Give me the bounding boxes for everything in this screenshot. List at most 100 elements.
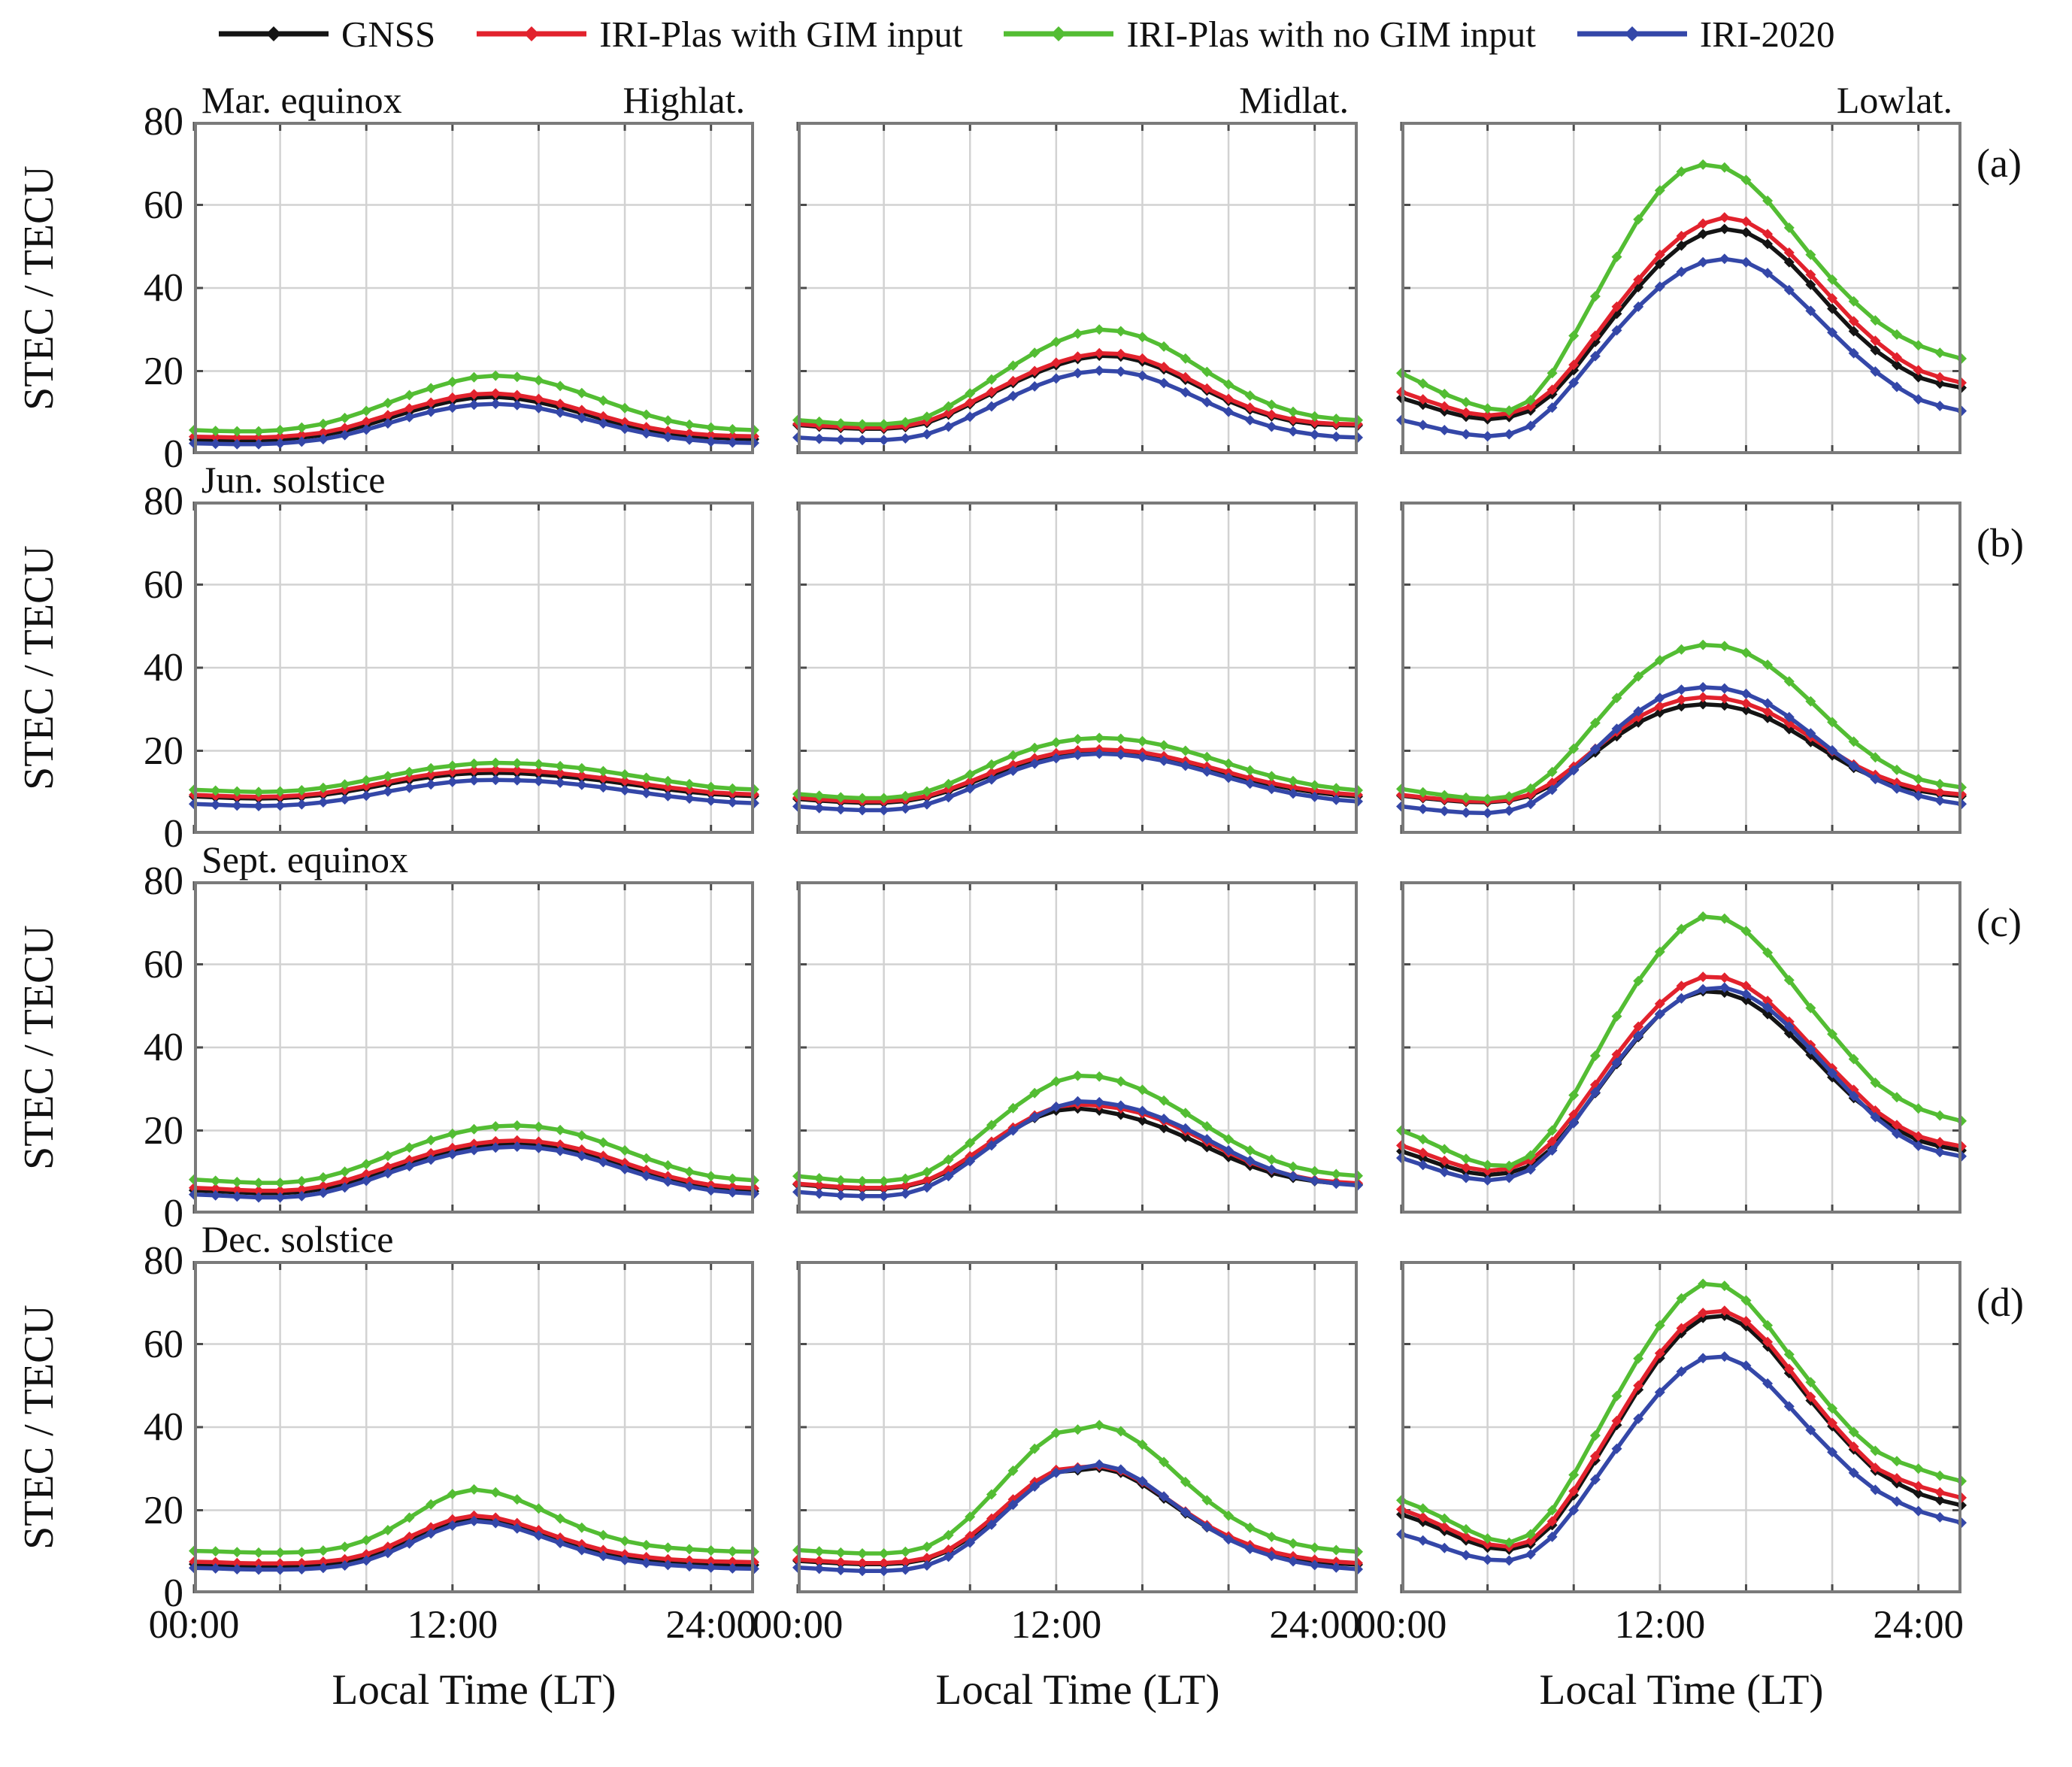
y-tick-label: 80 [144,859,183,903]
gridlines [1401,1261,1961,1593]
y-tick-label: 60 [144,1322,183,1366]
series-markers-iri-2020 [189,774,759,811]
panel-letter-b: (b) [1977,520,2024,565]
gridlines [798,502,1358,834]
season-title-sept-equinox: Sept. equinox [201,838,408,880]
x-tick-label-highlat-12-00: 12:00 [407,1603,498,1647]
y-tick-label: 0 [163,432,184,476]
y-tick-label: 20 [144,729,183,773]
column-title-highlat: Highlat. [623,79,745,121]
plot-border [1401,502,1961,834]
y-axis-title: STEC / TECU [16,1305,62,1550]
y-tick-label: 40 [144,1405,183,1449]
panel-sept-equinox-lowlat [1396,881,1967,1214]
plot-border [1401,122,1961,454]
series-markers-iri-plas-with-gim-input [189,388,759,443]
x-tick-label-highlat-24-00: 24:00 [665,1603,757,1647]
panel-dec-solstice-highlat [189,1261,759,1593]
x-tick-label-lowlat-00-00: 00:00 [1356,1603,1447,1647]
x-tick-label-midlat-00-00: 00:00 [752,1603,844,1647]
column-title-midlat: Midlat. [1239,79,1349,121]
panel-jun-solstice-lowlat [1396,502,1967,834]
x-axis-title-midlat: Local Time (LT) [935,1666,1220,1714]
y-tick-label: 60 [144,562,183,607]
legend-label-iri-2020: IRI-2020 [1699,13,1835,55]
panel-letter-d: (d) [1977,1280,2024,1325]
y-tick-label: 40 [144,266,183,310]
legend-label-iri-plas-no-gim: IRI-Plas with no GIM input [1126,13,1536,55]
iri-2020-line-marker-icon [1577,26,1687,41]
column-title-lowlat: Lowlat. [1836,79,1952,121]
gridlines [1401,881,1961,1214]
plot-border [194,122,754,454]
plot-border [1401,1261,1961,1593]
x-tick-label-lowlat-24-00: 24:00 [1873,1603,1964,1647]
plot-border [798,502,1358,834]
y-tick-label: 20 [144,349,183,393]
plot-border [194,502,754,834]
gridlines [1401,502,1961,834]
legend-label-iri-plas-gim: IRI-Plas with GIM input [599,13,963,55]
series-markers-iri-2020 [792,748,1363,816]
y-axis-title: STEC / TECU [16,545,62,790]
x-tick-label-highlat-00-00: 00:00 [148,1603,240,1647]
gridlines [798,881,1358,1214]
x-axis-title-lowlat: Local Time (LT) [1539,1666,1824,1714]
x-tick-label-midlat-12-00: 12:00 [1010,1603,1102,1647]
gridlines [798,1261,1358,1593]
y-tick-label: 80 [144,1239,183,1283]
panel-sept-equinox-midlat [792,881,1363,1214]
legend-item-gnss: GNSS [217,13,435,56]
series-markers-iri-plas-with-no-gim-input [189,757,759,798]
y-tick-label: 0 [163,1572,184,1615]
panel-dec-solstice-lowlat [1396,1261,1967,1593]
panel-letter-c: (c) [1977,900,2022,945]
series-markers-iri-2020 [189,1141,759,1203]
y-tick-label: 0 [163,1192,184,1235]
plot-border [798,881,1358,1214]
legend-item-iri-plas-no-gim: IRI-Plas with no GIM input [1001,13,1536,56]
plot-border [194,881,754,1214]
y-tick-label: 80 [144,480,183,523]
y-tick-label: 60 [144,183,183,227]
iri-plas-no-gim-line-marker-icon [1004,26,1114,41]
series-markers-iri-plas-with-no-gim-input [189,1120,759,1189]
panel-sept-equinox-highlat [189,881,759,1214]
panel-jun-solstice-highlat [189,502,759,834]
y-axis-title: STEC / TECU [16,925,62,1170]
plot-border [798,122,1358,454]
y-tick-label: 20 [144,1488,183,1532]
series-markers-iri-2020 [189,399,759,450]
y-tick-label: 40 [144,646,183,690]
y-tick-label: 40 [144,1026,183,1069]
series-markers-iri-plas-with-gim-input [189,764,759,802]
season-title-jun-solstice: Jun. solstice [201,459,386,501]
panel-mar-equinox-lowlat [1396,122,1967,454]
x-axis-title-highlat: Local Time (LT) [332,1666,616,1714]
series-markers-iri-plas-with-no-gim-input [792,732,1363,804]
x-tick-label-midlat-24-00: 24:00 [1269,1603,1361,1647]
y-tick-label: 0 [163,812,184,856]
y-axis-title: STEC / TECU [16,165,62,411]
series-markers-iri-plas-with-gim-input [792,744,1363,807]
plot-border [194,1261,754,1593]
panel-mar-equinox-midlat [792,122,1363,454]
season-title-mar-equinox: Mar. equinox [201,79,402,121]
panel-letter-a: (a) [1977,141,2022,186]
y-tick-label: 20 [144,1108,183,1153]
plot-border [798,1261,1358,1593]
legend-label-gnss: GNSS [341,13,436,55]
x-tick-label-lowlat-12-00: 12:00 [1614,1603,1706,1647]
iri-plas-gim-line-marker-icon [477,26,587,41]
legend-item-iri-plas-gim: IRI-Plas with GIM input [474,13,962,56]
panel-dec-solstice-midlat [792,1261,1363,1593]
panel-jun-solstice-midlat [792,502,1363,834]
panel-mar-equinox-highlat [189,122,759,454]
y-tick-label: 80 [144,100,183,144]
legend-item-iri-2020: IRI-2020 [1575,13,1835,56]
gnss-line-marker-icon [219,26,329,41]
season-title-dec-solstice: Dec. solstice [201,1218,394,1260]
y-tick-label: 60 [144,942,183,987]
legend: GNSS IRI-Plas with GIM input IRI-Plas wi… [217,11,1835,57]
